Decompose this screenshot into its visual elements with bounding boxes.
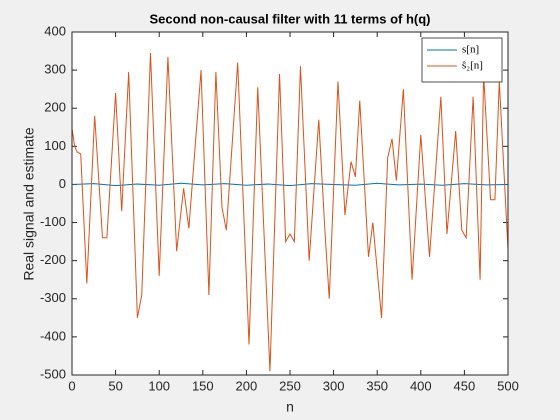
y-tick-label: 0 bbox=[59, 176, 66, 191]
y-tick-label: 100 bbox=[44, 138, 66, 153]
y-tick-label: 300 bbox=[44, 62, 66, 77]
x-tick-label: 200 bbox=[236, 378, 258, 393]
y-axis-label: Real signal and estimate bbox=[21, 127, 37, 281]
y-tick-label: 200 bbox=[44, 100, 66, 115]
x-tick-label: 300 bbox=[323, 378, 345, 393]
x-tick-label: 250 bbox=[279, 378, 301, 393]
y-tick-label: 400 bbox=[44, 23, 66, 38]
plot-area bbox=[72, 32, 508, 375]
legend-box bbox=[421, 37, 503, 83]
x-tick-label: 0 bbox=[68, 378, 75, 393]
x-tick-label: 400 bbox=[410, 378, 432, 393]
y-tick-label: -400 bbox=[40, 328, 66, 343]
x-tick-label: 100 bbox=[148, 378, 170, 393]
x-axis-label: n bbox=[286, 399, 294, 415]
x-tick-label: 150 bbox=[192, 378, 214, 393]
x-tick-label: 500 bbox=[497, 378, 519, 393]
legend-label: ŝ₂[n] bbox=[462, 60, 483, 72]
y-tick-label: -200 bbox=[40, 252, 66, 267]
x-tick-label: 350 bbox=[366, 378, 388, 393]
x-tick-label: 50 bbox=[108, 378, 122, 393]
y-tick-label: -100 bbox=[40, 214, 66, 229]
series-line bbox=[71, 182, 509, 187]
y-tick-label: -500 bbox=[40, 366, 66, 381]
axes-box bbox=[71, 31, 509, 376]
x-tick-label: 450 bbox=[454, 378, 476, 393]
y-tick-label: -300 bbox=[40, 290, 66, 305]
legend-label: s[n] bbox=[462, 44, 479, 56]
series-line bbox=[71, 52, 509, 372]
chart-title: Second non-causal filter with 11 terms o… bbox=[150, 11, 431, 26]
